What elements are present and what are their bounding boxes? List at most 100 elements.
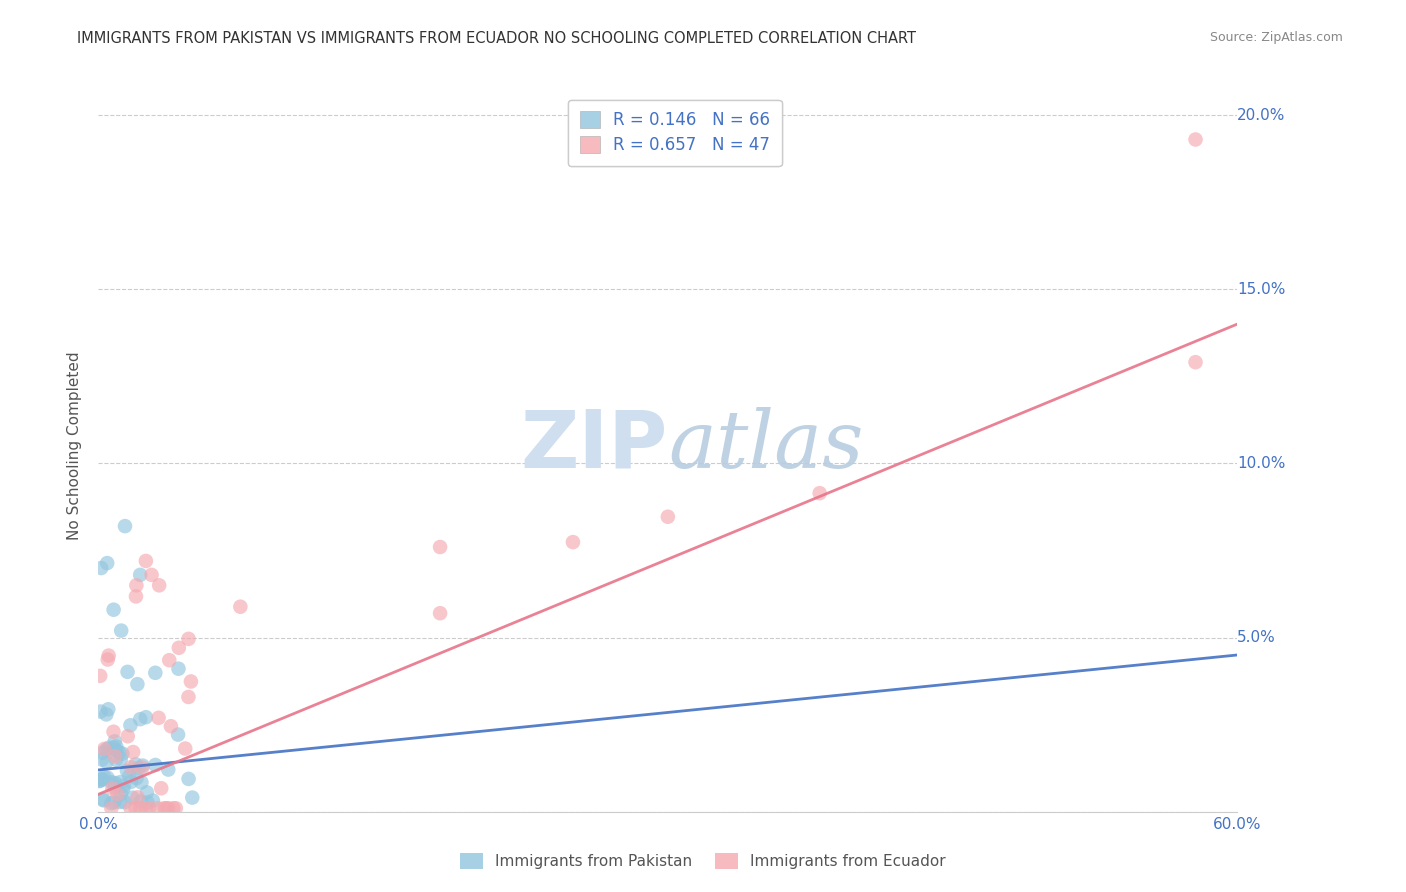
Point — [96, 556, 118, 570]
Point — [100, 796, 122, 810]
Point — [129, 712, 152, 726]
Point — [120, 775, 142, 789]
Point — [96, 707, 118, 722]
Point — [110, 624, 132, 638]
Point — [142, 794, 165, 808]
Point — [167, 728, 190, 742]
Point — [97, 702, 120, 716]
Point — [157, 801, 180, 815]
Point — [808, 486, 831, 500]
Point — [177, 632, 200, 646]
Point — [181, 790, 204, 805]
Point — [112, 779, 135, 793]
Point — [562, 535, 585, 549]
Point — [177, 690, 200, 704]
Point — [96, 771, 118, 785]
Point — [101, 781, 124, 796]
Point — [174, 741, 197, 756]
Point — [129, 567, 152, 582]
Point — [162, 801, 184, 815]
Point — [160, 719, 183, 733]
Point — [107, 787, 129, 801]
Text: ZIP: ZIP — [520, 407, 668, 485]
Point — [103, 603, 125, 617]
Text: IMMIGRANTS FROM PAKISTAN VS IMMIGRANTS FROM ECUADOR NO SCHOOLING COMPLETED CORRE: IMMIGRANTS FROM PAKISTAN VS IMMIGRANTS F… — [77, 31, 917, 46]
Point — [429, 540, 451, 554]
Point — [104, 749, 127, 764]
Point — [135, 554, 157, 568]
Point — [167, 662, 190, 676]
Point — [108, 746, 131, 760]
Point — [148, 711, 170, 725]
Point — [98, 740, 121, 755]
Point — [90, 753, 112, 767]
Point — [90, 561, 112, 575]
Point — [114, 519, 136, 533]
Point — [91, 772, 114, 787]
Point — [135, 801, 157, 815]
Point — [1184, 132, 1206, 146]
Point — [146, 801, 169, 815]
Point — [229, 599, 252, 614]
Point — [1184, 355, 1206, 369]
Point — [91, 746, 114, 760]
Point — [105, 744, 128, 758]
Text: 5.0%: 5.0% — [1237, 630, 1277, 645]
Point — [143, 665, 166, 680]
Point — [97, 652, 120, 666]
Point — [103, 724, 125, 739]
Point — [127, 677, 149, 691]
Point — [125, 578, 148, 592]
Point — [114, 795, 136, 809]
Point — [89, 669, 111, 683]
Point — [117, 665, 139, 679]
Legend: Immigrants from Pakistan, Immigrants from Ecuador: Immigrants from Pakistan, Immigrants fro… — [454, 847, 952, 875]
Point — [121, 790, 143, 805]
Point — [104, 734, 127, 748]
Point — [125, 771, 148, 785]
Text: Source: ZipAtlas.com: Source: ZipAtlas.com — [1209, 31, 1343, 45]
Point — [138, 801, 160, 815]
Point — [117, 729, 139, 743]
Point — [135, 785, 157, 799]
Point — [89, 774, 111, 789]
Point — [129, 795, 152, 809]
Point — [104, 776, 127, 790]
Point — [104, 780, 127, 795]
Point — [124, 801, 146, 815]
Point — [148, 578, 170, 592]
Point — [120, 801, 142, 815]
Point — [93, 742, 115, 756]
Point — [167, 640, 190, 655]
Point — [110, 787, 132, 801]
Point — [90, 772, 112, 786]
Point — [136, 796, 159, 810]
Point — [657, 509, 679, 524]
Point — [131, 761, 153, 775]
Text: 15.0%: 15.0% — [1237, 282, 1285, 297]
Point — [125, 757, 148, 772]
Point — [100, 775, 122, 789]
Point — [110, 775, 132, 789]
Point — [104, 753, 127, 767]
Point — [105, 739, 128, 754]
Point — [128, 761, 150, 775]
Point — [115, 764, 138, 778]
Point — [180, 674, 202, 689]
Point — [129, 801, 152, 815]
Point — [141, 567, 163, 582]
Point — [157, 763, 180, 777]
Point — [100, 801, 122, 815]
Point — [93, 770, 115, 784]
Point — [89, 705, 111, 719]
Text: 10.0%: 10.0% — [1237, 456, 1285, 471]
Text: atlas: atlas — [668, 408, 863, 484]
Point — [96, 742, 118, 756]
Point — [97, 648, 120, 663]
Point — [429, 606, 451, 620]
Point — [103, 795, 125, 809]
Point — [96, 755, 118, 769]
Point — [135, 710, 157, 724]
Point — [145, 758, 167, 772]
Text: 20.0%: 20.0% — [1237, 108, 1285, 122]
